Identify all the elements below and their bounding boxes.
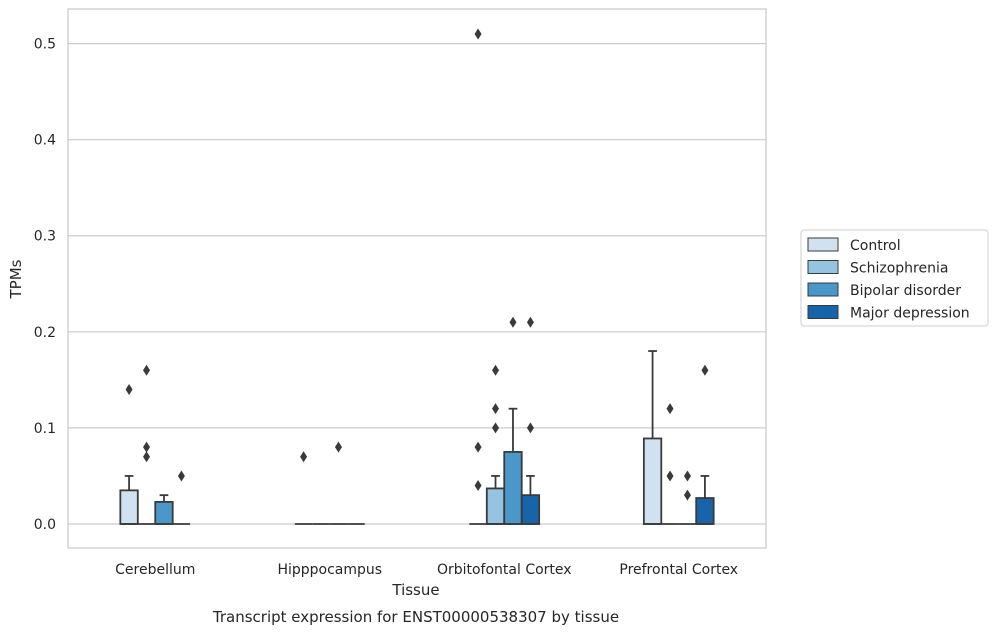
outlier-point: [474, 480, 482, 492]
box: [695, 497, 715, 525]
box-schizophrenia: [661, 403, 679, 525]
outlier-point: [701, 364, 709, 376]
outlier-point: [474, 28, 482, 40]
box: [119, 489, 139, 525]
outlier-point: [143, 441, 151, 453]
outlier-point: [509, 316, 517, 328]
box-control: [469, 28, 487, 525]
box-control: [642, 350, 663, 525]
outlier-point: [492, 422, 500, 434]
legend: Control Schizophrenia Bipolar disorder Majo…: [800, 229, 989, 327]
y-tick-label: 0.5: [34, 37, 56, 53]
outlier-point: [492, 364, 500, 376]
box-control: [294, 451, 313, 525]
y-tick-label: 0.4: [34, 133, 56, 149]
y-tick-label: 0.1: [34, 421, 56, 437]
y-tick-label: 0.3: [34, 229, 56, 245]
y-tick-labels: 0.0 0.1 0.2 0.3 0.4 0.5: [34, 37, 56, 533]
y-tick-label: 0.2: [34, 325, 56, 341]
legend-entry: Schizophrenia: [850, 261, 948, 277]
outlier-point: [526, 422, 534, 434]
outlier-point: [666, 470, 674, 482]
x-tick-label: Orbitofontal Cortex: [437, 562, 572, 578]
outlier-point: [683, 489, 691, 501]
outlier-point: [300, 451, 308, 463]
box-bipolar-disorder: [154, 494, 174, 525]
outlier-point: [492, 403, 500, 415]
outlier-point: [474, 441, 482, 453]
box-bipolar-disorder: [329, 441, 348, 525]
box-groups: [119, 28, 715, 525]
x-axis-label: Tissue: [391, 581, 439, 599]
box-schizophrenia: [137, 364, 156, 525]
box-major-depression: [695, 364, 715, 525]
outlier-point: [683, 470, 691, 482]
y-tick-label: 0.0: [34, 517, 56, 533]
legend-swatch: [807, 237, 839, 252]
x-tick-labels: Cerebellum Hipppocampus Orbitofontal Corte…: [115, 562, 738, 578]
outlier-point: [177, 470, 185, 482]
outlier-point: [666, 403, 674, 415]
outlier-point: [143, 364, 151, 376]
box-major-depression: [172, 470, 191, 525]
outlier-point: [125, 383, 133, 395]
box-major-depression: [520, 316, 541, 525]
legend-entry: Bipolar disorder: [850, 283, 961, 299]
box: [503, 451, 523, 525]
x-tick-label: Hipppocampus: [277, 562, 382, 578]
plot-frame: [67, 8, 767, 549]
legend-entry: Control: [850, 238, 901, 254]
legend-swatch: [807, 305, 839, 319]
box-bipolar-disorder: [678, 470, 697, 525]
outlier-point: [143, 451, 151, 463]
legend-frame: [800, 229, 989, 327]
legend-entry: Major depression: [850, 306, 970, 322]
y-axis-label: TPMs: [7, 259, 25, 299]
box-bipolar-disorder: [503, 316, 523, 525]
x-tick-label: Cerebellum: [115, 562, 195, 578]
box: [485, 487, 506, 525]
chart-caption: Transcript expression for ENST0000053830…: [212, 608, 619, 626]
box: [154, 500, 174, 525]
outlier-point: [334, 441, 342, 453]
box-control: [119, 383, 139, 525]
outlier-point: [526, 316, 534, 328]
box: [642, 437, 663, 525]
box: [520, 494, 541, 525]
legend-swatch: [807, 260, 839, 274]
legend-swatch: [807, 282, 839, 297]
box-schizophrenia: [485, 364, 506, 525]
x-tick-label: Prefrontal Cortex: [619, 562, 738, 578]
